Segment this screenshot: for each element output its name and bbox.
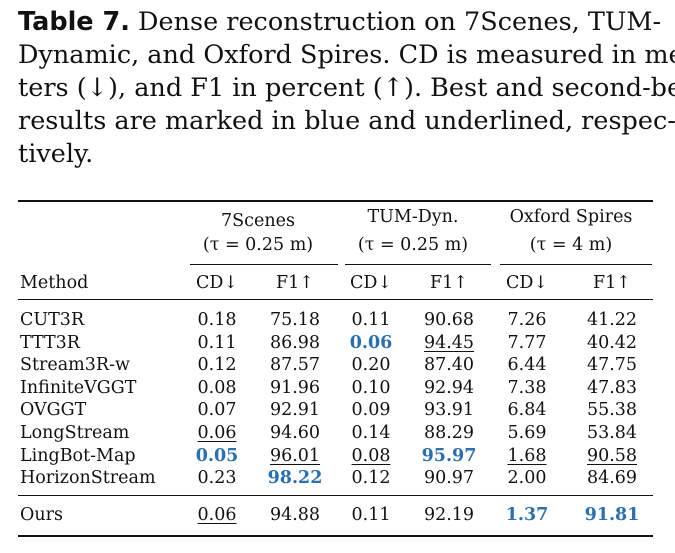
column-header-cd: CD↓ xyxy=(505,273,549,293)
ours-row-value: 92.19 xyxy=(423,505,475,525)
table-row-value: 7.38 xyxy=(507,378,547,398)
table-row-value: 6.84 xyxy=(507,400,547,420)
table-row-value: 0.08 xyxy=(351,446,391,466)
table-row-value: 93.91 xyxy=(423,400,475,420)
group-header-7scenes: 7Scenes xyxy=(221,211,295,231)
table-row-method: Stream3R-w xyxy=(20,355,130,375)
table-row-value: 0.14 xyxy=(351,423,391,443)
ours-row-value: 91.81 xyxy=(584,505,640,525)
cmidrule-7scenes xyxy=(190,264,338,265)
table-row-value: 0.11 xyxy=(351,310,391,330)
column-header-cd: CD↓ xyxy=(195,273,239,293)
table-row-value: 94.60 xyxy=(269,423,321,443)
table-row-value: 6.44 xyxy=(507,355,547,375)
table-row-value: 87.57 xyxy=(269,355,321,375)
table-row-value: 94.45 xyxy=(423,333,475,353)
ours-row-value: 0.06 xyxy=(197,505,237,525)
ours-row-method: Ours xyxy=(20,505,63,525)
table-row-value: 95.97 xyxy=(421,446,477,466)
caption-label: Table 7. xyxy=(18,7,130,37)
table-row-method: OVGGT xyxy=(20,400,87,420)
caption-line-2: Dynamic, and Oxford Spires. CD is measur… xyxy=(18,40,675,70)
group-header-tumdyn: TUM-Dyn. xyxy=(367,207,459,227)
column-header-cd: CD↓ xyxy=(349,273,393,293)
caption-text-1: Dense reconstruction on 7Scenes, TUM- xyxy=(129,7,662,37)
table-row-value: 41.22 xyxy=(586,310,638,330)
top-rule xyxy=(18,200,653,202)
table-row-value: 5.69 xyxy=(507,423,547,443)
table-row-method: LongStream xyxy=(20,423,130,443)
table-row-value: 0.07 xyxy=(197,400,237,420)
table-row-value: 0.05 xyxy=(195,446,239,466)
group-header-oxford: Oxford Spires xyxy=(509,207,633,227)
header-rule xyxy=(18,299,653,300)
table-row-value: 75.18 xyxy=(269,310,321,330)
table-row-value: 90.68 xyxy=(423,310,475,330)
table-row-value: 0.09 xyxy=(351,400,391,420)
table-row-value: 90.58 xyxy=(586,446,638,466)
column-header-f1: F1↑ xyxy=(430,273,468,293)
table-row-method: LingBot-Map xyxy=(20,446,136,466)
caption-line-5: tively. xyxy=(18,139,94,169)
table-row-value: 92.94 xyxy=(423,378,475,398)
group-param-7scenes: (τ = 0.25 m) xyxy=(202,235,314,255)
ours-rule xyxy=(18,495,653,496)
table-row-value: 47.83 xyxy=(586,378,638,398)
table-row-value: 53.84 xyxy=(586,423,638,443)
table-row-value: 98.22 xyxy=(267,468,323,488)
table-caption: Table 7. Dense reconstruction on 7Scenes… xyxy=(18,6,675,171)
table-row-method: InfiniteVGGT xyxy=(20,378,137,398)
table-row-value: 0.12 xyxy=(351,468,391,488)
table-row-value: 0.06 xyxy=(349,333,393,353)
caption-line-4: results are marked in blue and underline… xyxy=(18,106,675,136)
cmidrule-tumdyn xyxy=(345,264,491,265)
ours-row-value: 94.88 xyxy=(269,505,321,525)
table-row-value: 90.97 xyxy=(423,468,475,488)
column-header-method: Method xyxy=(20,273,89,293)
table-row-value: 87.40 xyxy=(423,355,475,375)
table-row-value: 0.08 xyxy=(197,378,237,398)
column-header-f1: F1↑ xyxy=(276,273,314,293)
table-row-value: 7.77 xyxy=(507,333,547,353)
table-row-value: 7.26 xyxy=(507,310,547,330)
table-row-value: 86.98 xyxy=(269,333,321,353)
table-row-value: 0.11 xyxy=(197,333,237,353)
ours-row-value: 1.37 xyxy=(505,505,549,525)
bottom-rule xyxy=(18,535,653,537)
table-row-value: 2.00 xyxy=(507,468,547,488)
cmidrule-oxford xyxy=(500,264,652,265)
table-row-value: 84.69 xyxy=(586,468,638,488)
column-header-f1: F1↑ xyxy=(593,273,631,293)
table-row-value: 40.42 xyxy=(586,333,638,353)
table-row-value: 0.12 xyxy=(197,355,237,375)
caption-line-3: ters (↓), and F1 in percent (↑). Best an… xyxy=(18,73,675,103)
table-row-method: HorizonStream xyxy=(20,468,156,488)
table-row-value: 0.20 xyxy=(351,355,391,375)
table-row-value: 92.91 xyxy=(269,400,321,420)
caption-line-1: Table 7. Dense reconstruction on 7Scenes… xyxy=(18,6,662,39)
ours-row-value: 0.11 xyxy=(351,505,391,525)
group-param-oxford: (τ = 4 m) xyxy=(529,235,613,255)
table-row-value: 91.96 xyxy=(269,378,321,398)
table-row-method: CUT3R xyxy=(20,310,85,330)
table-row-value: 0.18 xyxy=(197,310,237,330)
table-row-method: TTT3R xyxy=(20,333,80,353)
table-row-value: 0.23 xyxy=(197,468,237,488)
table-row-value: 88.29 xyxy=(423,423,475,443)
table-row-value: 96.01 xyxy=(269,446,321,466)
group-param-tumdyn: (τ = 0.25 m) xyxy=(357,235,469,255)
table-row-value: 55.38 xyxy=(586,400,638,420)
table-row-value: 1.68 xyxy=(507,446,547,466)
table-row-value: 47.75 xyxy=(586,355,638,375)
table-row-value: 0.06 xyxy=(197,423,237,443)
table-row-value: 0.10 xyxy=(351,378,391,398)
